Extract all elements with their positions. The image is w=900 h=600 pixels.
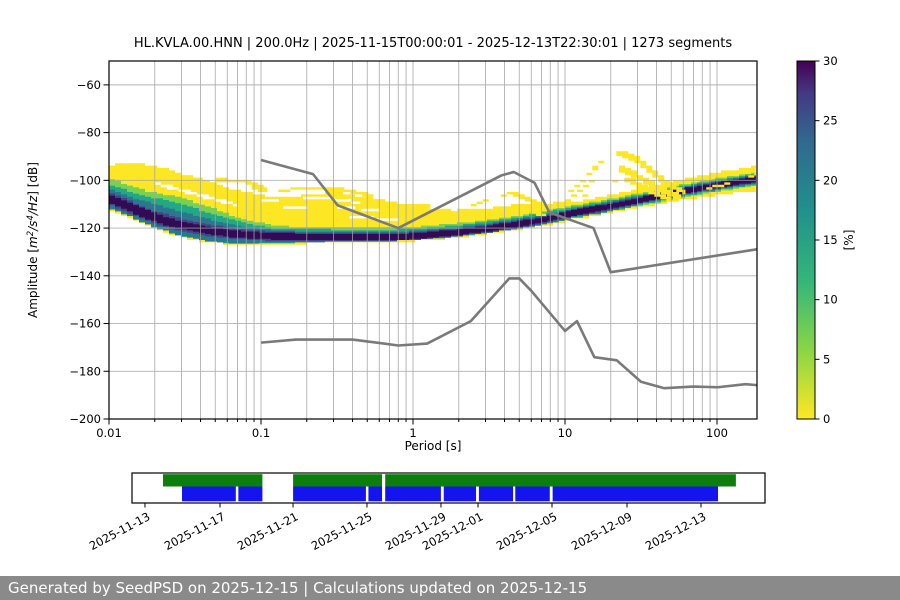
colorbar-tick-label: 25 — [823, 114, 838, 128]
colorbar: 0 5 10 15 20 25 30 — [796, 54, 838, 426]
y-axis-label: Amplitude [m2/s4/Hz] [dB] — [26, 162, 40, 318]
timeline-green-segment — [385, 474, 736, 487]
y-tick-label: −80 — [77, 126, 101, 140]
timeline-blue-segment — [182, 486, 236, 502]
density-streak — [278, 187, 374, 197]
grid-lines — [109, 61, 757, 419]
x-axis-label: Period [s] — [405, 439, 462, 453]
timeline: 2025-11-13 2025-11-17 2025-11-21 2025-11-25… — [87, 472, 766, 553]
speckle-streak — [439, 206, 474, 214]
colorbar-tick-label: 10 — [823, 293, 838, 307]
nlnm-line — [260, 277, 757, 390]
footer-bar: Generated by SeedPSD on 2025-12-15 | Cal… — [0, 576, 900, 600]
colorbar-tick-label: 15 — [823, 233, 838, 247]
plot-title: HL.KVLA.00.HNN | 200.0Hz | 2025-11-15T00… — [134, 36, 733, 51]
plot-frame — [108, 60, 758, 420]
y-tick-label: −120 — [69, 221, 101, 235]
y-axis — [103, 84, 109, 420]
timeline-blue-segment — [515, 486, 550, 502]
band-green — [109, 172, 756, 244]
speckle-streak — [154, 182, 238, 207]
timeline-green-segment — [293, 474, 383, 487]
date-tick-label: 2025-11-17 — [162, 509, 228, 553]
plot-clip-group — [109, 61, 757, 419]
speckle-streak — [261, 196, 361, 204]
timeline-blue-segment — [478, 486, 514, 502]
date-tick-label: 2025-11-21 — [235, 509, 301, 553]
x-tick-label: 0.01 — [96, 426, 122, 440]
x-tick-label: 1 — [409, 426, 416, 440]
timeline-blue-segment — [552, 486, 719, 502]
ppsd-figure: HL.KVLA.00.HNN | 200.0Hz | 2025-11-15T00… — [26, 36, 856, 553]
band-teal — [109, 175, 756, 244]
density-streak — [476, 206, 547, 216]
density-streak — [565, 165, 682, 204]
ppsd-histogram — [109, 163, 756, 245]
density-streak — [458, 192, 551, 212]
y-tick-label: −200 — [69, 412, 101, 426]
footer-text: Generated by SeedPSD on 2025-12-15 | Cal… — [8, 579, 588, 597]
date-tick-label: 2025-12-05 — [494, 509, 560, 553]
date-tick-label: 2025-12-09 — [569, 509, 635, 553]
density-streak — [550, 151, 686, 212]
colorbar-tick-label: 5 — [823, 352, 830, 366]
colorbar-tick-label: 20 — [823, 173, 838, 187]
noise-model-lines — [260, 158, 757, 390]
colorbar-gradient — [796, 60, 816, 420]
date-tick-label: 2025-11-25 — [309, 509, 375, 553]
timeline-blue-segment — [238, 486, 263, 502]
timeline-blue-segment — [443, 486, 477, 502]
timeline-blue-segment — [293, 486, 366, 502]
x-tick-label: 10 — [558, 426, 573, 440]
date-tick-label: 2025-12-13 — [643, 509, 709, 553]
x-tick-label: 0.1 — [252, 426, 270, 440]
colorbar-tick-label: 0 — [823, 412, 830, 426]
date-tick-label: 2025-11-13 — [87, 509, 153, 553]
y-tick-label: −100 — [69, 173, 101, 187]
x-tick-label: 100 — [706, 426, 728, 440]
density-streak — [367, 196, 431, 209]
density-streak — [185, 177, 268, 192]
band-yellow-green — [109, 171, 756, 244]
speckle-streak — [283, 206, 380, 212]
y-tick-label: −180 — [69, 364, 101, 378]
y-tick-label: −60 — [77, 78, 101, 92]
colorbar-label: [%] — [842, 230, 856, 251]
timeline-blue-segment — [385, 486, 441, 502]
y-tick-label: −160 — [69, 317, 101, 331]
nhnm-line — [260, 158, 757, 274]
colorbar-tick-label: 30 — [823, 54, 838, 68]
timeline-green-segment — [163, 474, 263, 487]
generated-plot-content: 0.01 0.1 1 10 100−60−80−100−120−140−160−180−… — [69, 54, 837, 553]
density-streak — [706, 172, 756, 190]
timeline-frame — [131, 472, 766, 504]
ppsd-streaks — [154, 151, 756, 221]
x-axis — [108, 419, 718, 425]
density-streak — [693, 165, 756, 183]
y-tick-label: −140 — [69, 269, 101, 283]
timeline-blue-segment — [368, 486, 383, 502]
density-streak — [582, 177, 672, 202]
